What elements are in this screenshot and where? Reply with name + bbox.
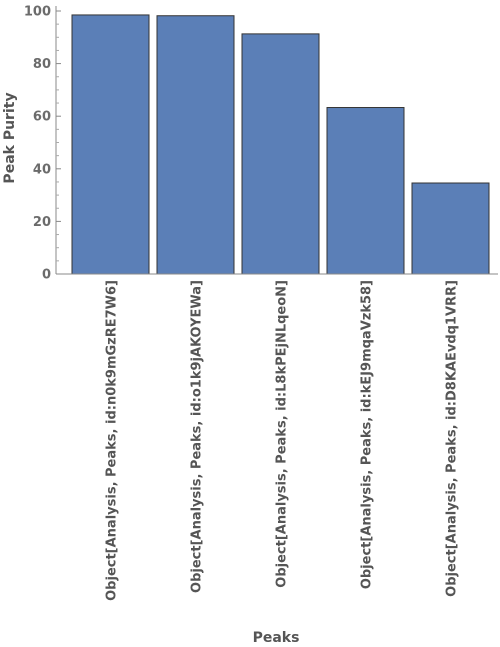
- x-tick-label: Object[Analysis, Peaks, id:o1k9jAKOYEWa]: [190, 280, 205, 593]
- x-tick-label: Object[Analysis, Peaks, id:kEJ9mqaVzk58]: [360, 280, 375, 589]
- x-tick-label: Object[Analysis, Peaks, id:n0k9mGzRE7W6]: [105, 280, 120, 601]
- bars-group: [71, 14, 490, 275]
- y-axis: 0 20 40 60 80 100: [24, 5, 61, 283]
- x-axis-title: Peaks: [253, 630, 300, 646]
- y-tick-label: 60: [33, 110, 51, 125]
- y-tick-label: 100: [24, 5, 51, 20]
- bar-5: [411, 182, 490, 275]
- y-axis-title: Peak Purity: [2, 92, 18, 183]
- x-tick-label: Object[Analysis, Peaks, id:L8kPEjNLqeoN]: [275, 280, 290, 588]
- y-tick-label: 20: [33, 215, 51, 230]
- x-axis: Object[Analysis, Peaks, id:n0k9mGzRE7W6]…: [56, 273, 498, 601]
- bar-3: [241, 33, 320, 275]
- y-tick-label: 0: [42, 268, 51, 283]
- bar-2: [156, 15, 235, 275]
- x-tick-label: Object[Analysis, Peaks, id:D8KAEvdq1VRR]: [445, 280, 460, 597]
- y-tick-label: 40: [33, 162, 51, 177]
- bar-1: [71, 14, 150, 275]
- bar-4: [326, 107, 405, 275]
- y-tick-label: 80: [33, 57, 51, 72]
